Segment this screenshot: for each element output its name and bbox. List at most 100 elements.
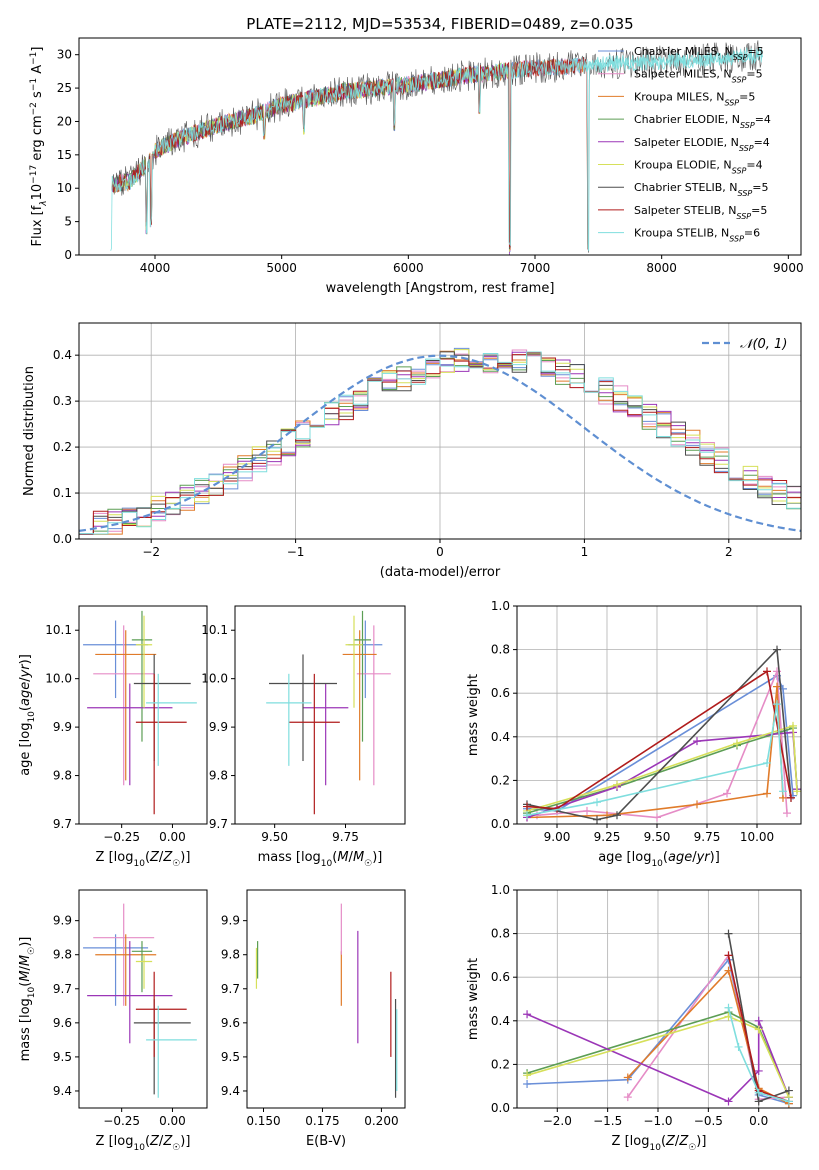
marker-salpeter-elodie	[724, 1097, 733, 1106]
x-tick-label: −2.0	[543, 1114, 572, 1128]
y-tick-label: 9.8	[221, 948, 240, 962]
axes-frame	[234, 605, 406, 825]
label-part: /	[349, 850, 354, 865]
axes-frame	[516, 889, 802, 1109]
x-tick-label: 9.50	[261, 830, 288, 844]
label-part: (data-model)/error	[380, 565, 501, 580]
label-part: Z [log	[96, 850, 134, 865]
label-part: )]	[180, 850, 190, 865]
x-tick-label: 0.150	[246, 1114, 280, 1128]
label-part: /	[159, 1134, 164, 1149]
legend-text: Salpeter ELODIE, N	[634, 136, 739, 149]
panel-mass-vs-Z: −0.25 0.009.49.59.69.79.89.9Z [log10(Z/Z☉…	[18, 889, 208, 1153]
label-part: 10	[133, 859, 145, 869]
label-part: 10	[27, 986, 37, 998]
x-tick-label: 10.00	[740, 830, 774, 844]
x-tick-label: 9.75	[694, 830, 721, 844]
y-tick-label: 0.2	[491, 773, 510, 787]
marker-kroupa-elodie	[754, 1025, 763, 1034]
histogram-salpeter-miles	[79, 349, 801, 535]
marker-kroupa-stelib	[523, 811, 531, 820]
axes-frame	[246, 889, 406, 1109]
marker-salpeter-elodie	[754, 1016, 763, 1025]
plot-area-mass-weight-vs-age	[523, 645, 801, 824]
label-part: ☉	[27, 947, 37, 955]
marker-chabrier-stelib	[754, 1097, 763, 1106]
label-part: (	[18, 706, 33, 711]
marker-salpeter-miles	[723, 789, 731, 798]
x-tick-label: −1	[287, 545, 305, 559]
y-tick-label: 0	[64, 248, 72, 262]
label-part: age	[668, 850, 692, 865]
legend-text: Salpeter MILES, N	[634, 68, 732, 81]
x-tick-label: 9.50	[644, 830, 671, 844]
y-tick-label: 9.7	[53, 817, 72, 831]
x-tick-label: 0.200	[364, 1114, 398, 1128]
y-tick-label: 0.0	[53, 532, 72, 546]
y-tick-label: 9.7	[221, 982, 240, 996]
y-tick-label: 10.1	[201, 623, 228, 637]
y-tick-label: 0.2	[53, 440, 72, 454]
label-part: mass [log	[258, 850, 321, 865]
legend-tail: =5	[739, 90, 755, 103]
y-tick-label: 30	[57, 48, 72, 62]
marker-kroupa-miles	[763, 789, 771, 798]
x-tick-label: 0.00	[159, 830, 186, 844]
y-tick-label: 15	[57, 148, 72, 162]
legend-entry: Chabrier STELIB, NSSP=5	[634, 181, 768, 198]
y-axis-label: mass weight	[466, 674, 481, 756]
y-tick-label: 5	[64, 215, 72, 229]
y-tick-label: 0.6	[491, 686, 510, 700]
plot-area-mass-vs-EBV	[255, 903, 398, 1098]
label-part: −17	[29, 165, 39, 184]
marker-salpeter-elodie	[754, 1066, 763, 1075]
label-part: Z	[678, 1134, 689, 1149]
legend-sub: SSP	[732, 166, 747, 175]
y-tick-label: 0.8	[491, 643, 510, 657]
y-tick-label: 0.8	[491, 927, 510, 941]
label-part: ☉	[364, 859, 372, 869]
label-part: A	[30, 65, 45, 78]
y-tick-label: 20	[57, 114, 72, 128]
marker-salpeter-miles	[623, 1093, 632, 1102]
label-part: /	[159, 850, 164, 865]
x-tick-label: 9.75	[332, 830, 359, 844]
plot-area-residuals	[79, 347, 801, 535]
label-part: −1	[29, 52, 39, 65]
y-tick-label: 0.2	[491, 1057, 510, 1071]
label-part: ☉	[172, 859, 180, 869]
y-tick-label: 1.0	[491, 883, 510, 897]
x-axis-label: E(B-V)	[306, 1134, 346, 1149]
label-part: Normed distribution	[22, 366, 37, 496]
label-part: )]	[372, 850, 382, 865]
label-part: Z [log	[96, 1134, 134, 1149]
label-part: Z	[665, 1134, 676, 1149]
spectrum-kroupa-stelib	[110, 47, 764, 252]
legend-sub: SSP	[736, 211, 751, 220]
legend-text: Kroupa MILES, N	[634, 90, 724, 103]
y-tick-label: 9.7	[53, 982, 72, 996]
x-tick-label: 9000	[773, 261, 804, 275]
label-part: M	[18, 955, 33, 966]
marker-kroupa-elodie	[793, 787, 801, 796]
label-part: (	[663, 850, 668, 865]
y-tick-label: 9.9	[53, 720, 72, 734]
x-axis-label: mass [log10(M/M☉)]	[258, 850, 383, 869]
legend-sub: SSP	[732, 75, 747, 84]
legend-entry: Salpeter MILES, NSSP=5	[634, 68, 763, 85]
label-part: Flux [f	[30, 205, 45, 246]
legend-sub: SSP	[724, 98, 739, 107]
x-axis-label: age [log10(age/yr)]	[598, 850, 720, 869]
marker-kroupa-stelib	[724, 1003, 733, 1012]
legend-tail: =4	[754, 136, 770, 149]
marker-salpeter-miles	[783, 809, 791, 818]
y-tick-label: 9.5	[53, 1050, 72, 1064]
legend-entry: 𝒩(0, 1)	[740, 337, 787, 352]
legend-sub: SSP	[738, 189, 753, 198]
histogram-salpeter-elodie	[79, 351, 801, 535]
y-axis-label: Normed distribution	[22, 366, 37, 496]
label-part: (	[145, 1134, 150, 1149]
label-part: age	[18, 682, 33, 706]
